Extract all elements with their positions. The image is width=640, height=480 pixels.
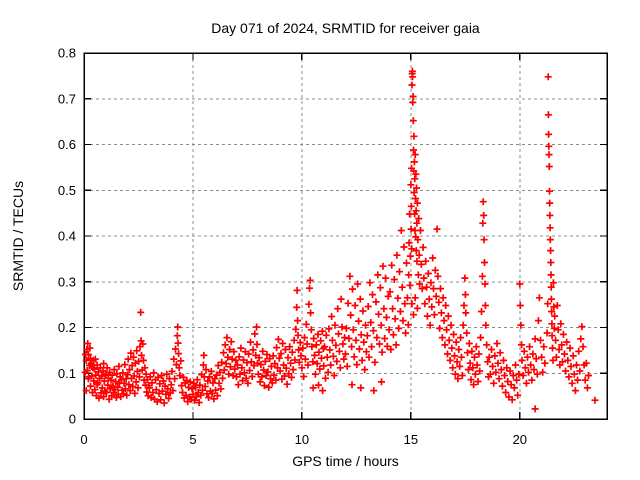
x-tick-labels: 0 5 10 15 20 bbox=[80, 432, 527, 447]
svg-text:0.4: 0.4 bbox=[58, 229, 76, 244]
svg-text:0.8: 0.8 bbox=[58, 46, 76, 61]
svg-text:0: 0 bbox=[80, 432, 87, 447]
series-points bbox=[81, 67, 599, 413]
chart-title: Day 071 of 2024, SRMTID for receiver gai… bbox=[211, 20, 480, 36]
x-axis-label: GPS time / hours bbox=[292, 453, 399, 469]
svg-text:0.2: 0.2 bbox=[58, 320, 76, 335]
svg-text:0.3: 0.3 bbox=[58, 274, 76, 289]
svg-text:10: 10 bbox=[295, 432, 309, 447]
svg-text:0.1: 0.1 bbox=[58, 366, 76, 381]
gridlines bbox=[84, 53, 607, 419]
y-tick-labels: 0 0.1 0.2 0.3 0.4 0.5 0.6 0.7 0.8 bbox=[58, 46, 76, 427]
svg-text:20: 20 bbox=[513, 432, 527, 447]
svg-text:15: 15 bbox=[404, 432, 418, 447]
svg-text:0.5: 0.5 bbox=[58, 183, 76, 198]
plot-border bbox=[83, 52, 608, 420]
svg-text:0: 0 bbox=[69, 412, 76, 427]
svg-text:0.7: 0.7 bbox=[58, 91, 76, 106]
svg-text:0.6: 0.6 bbox=[58, 137, 76, 152]
svg-text:5: 5 bbox=[189, 432, 196, 447]
